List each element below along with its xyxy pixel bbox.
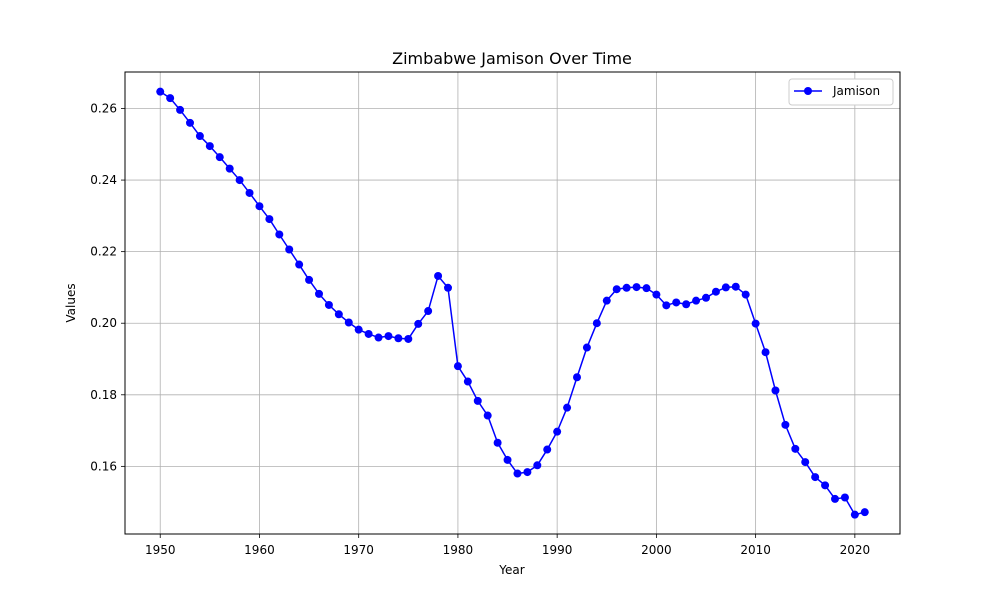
data-point <box>245 188 254 197</box>
x-tick-label: 2020 <box>840 543 871 557</box>
data-point <box>811 473 820 482</box>
data-point <box>166 94 175 103</box>
data-point <box>533 461 542 470</box>
data-point <box>265 215 274 224</box>
y-tick-label: 0.20 <box>90 316 117 330</box>
data-point <box>801 458 810 467</box>
x-tick-label: 2000 <box>641 543 672 557</box>
y-tick-label: 0.24 <box>90 173 117 187</box>
data-point <box>563 403 572 412</box>
data-point <box>424 307 433 316</box>
data-point <box>662 301 671 310</box>
data-point <box>384 332 393 341</box>
data-point <box>523 468 532 477</box>
data-point <box>592 319 601 328</box>
data-point <box>741 290 750 299</box>
data-point <box>821 481 830 490</box>
data-point <box>156 87 165 96</box>
x-axis-label: Year <box>498 563 524 577</box>
x-tick-label: 1990 <box>542 543 573 557</box>
y-axis-label: Values <box>64 283 78 322</box>
data-point <box>463 377 472 386</box>
data-point <box>702 293 710 302</box>
data-point <box>860 508 869 517</box>
data-point <box>473 396 482 405</box>
data-point <box>295 260 304 269</box>
data-point <box>721 283 730 292</box>
data-point <box>850 510 859 519</box>
data-point <box>731 282 740 291</box>
data-point <box>711 287 720 296</box>
data-point <box>324 300 333 309</box>
legend: Jamison <box>788 78 894 106</box>
data-point <box>255 202 264 211</box>
data-point <box>553 427 562 436</box>
data-point <box>195 132 204 141</box>
data-point <box>622 283 631 292</box>
data-point <box>414 319 423 328</box>
legend-marker <box>804 87 812 95</box>
y-axis: 0.16 0.18 0.20 0.22 0.24 0.26 <box>90 102 125 473</box>
data-point <box>503 455 512 464</box>
data-point <box>831 494 839 503</box>
data-point <box>285 245 294 254</box>
data-point <box>791 444 800 453</box>
data-point <box>186 118 194 127</box>
data-point <box>672 298 681 307</box>
data-point <box>235 176 244 185</box>
grid <box>125 72 900 534</box>
data-point <box>305 275 314 284</box>
data-point <box>225 164 234 173</box>
data-point <box>434 271 443 280</box>
data-point <box>602 296 611 305</box>
data-point <box>394 334 403 343</box>
data-point <box>483 411 492 420</box>
data-point <box>751 319 760 328</box>
data-point <box>652 290 661 299</box>
data-point <box>781 420 790 429</box>
data-point <box>582 343 591 352</box>
legend-box <box>788 78 894 106</box>
y-tick-label: 0.26 <box>90 102 117 116</box>
plot-frame <box>124 71 901 535</box>
legend-label: Jamison <box>832 84 880 98</box>
x-tick-label: 1960 <box>244 543 275 557</box>
data-point <box>573 373 581 382</box>
data-point <box>444 283 452 292</box>
data-point <box>404 334 413 343</box>
data-point <box>374 333 383 342</box>
x-tick-label: 1950 <box>145 543 176 557</box>
data-point <box>205 142 214 151</box>
series-group <box>156 87 869 519</box>
data-point <box>354 325 363 334</box>
x-axis: 1950 1960 1970 1980 1990 2000 2010 2020 <box>145 534 870 557</box>
x-tick-label: 1980 <box>443 543 474 557</box>
data-point <box>453 362 462 371</box>
data-point <box>315 289 323 298</box>
x-tick-label: 1970 <box>343 543 374 557</box>
data-point <box>543 445 552 454</box>
y-tick-label: 0.18 <box>90 388 117 402</box>
data-point <box>771 386 780 395</box>
data-point <box>761 348 770 357</box>
data-point <box>692 296 701 305</box>
data-point <box>493 438 502 447</box>
y-tick-label: 0.16 <box>90 459 117 473</box>
data-point <box>275 230 284 239</box>
y-tick-label: 0.22 <box>90 245 117 259</box>
x-tick-label: 2010 <box>740 543 771 557</box>
data-point <box>364 329 373 338</box>
data-point <box>632 283 641 292</box>
data-point <box>215 153 224 162</box>
data-point <box>513 469 522 478</box>
data-point <box>840 493 849 502</box>
data-point <box>642 284 651 293</box>
chart-title: Zimbabwe Jamison Over Time <box>392 49 632 68</box>
data-point <box>612 285 621 294</box>
data-point <box>344 318 353 327</box>
data-point <box>682 300 691 309</box>
data-point <box>176 105 185 114</box>
data-point <box>334 310 343 319</box>
